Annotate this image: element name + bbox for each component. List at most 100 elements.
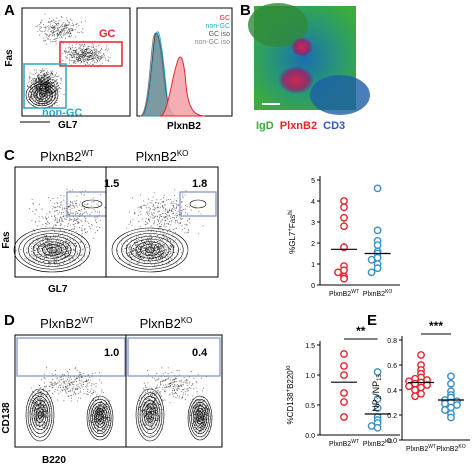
panel-d-contour-ko xyxy=(125,334,223,448)
data-point xyxy=(367,268,376,277)
legend-non-gc-iso: non-GC iso xyxy=(195,39,231,46)
data-point xyxy=(373,395,382,403)
y-tick-label: 0.5 xyxy=(305,403,315,410)
data-point xyxy=(340,274,348,283)
legend-gc: GC xyxy=(220,15,231,22)
legend-gc-iso: GC iso xyxy=(209,31,231,38)
data-point xyxy=(411,386,419,394)
significance-label: ** xyxy=(356,324,366,338)
panel-c-contour-ko xyxy=(105,166,219,278)
chart-c: 0 1 2 3 4 5 PlxnB2WT PlxnB2KO xyxy=(311,176,400,298)
data-point xyxy=(441,399,449,408)
chart-d: 0.0 0.5 1.0 1.5 PlxnB2WT PlxnB2KO ** xyxy=(305,324,400,448)
data-point xyxy=(373,226,382,235)
stain-plxnb2: PlxnB2 xyxy=(280,120,317,132)
panel-a-histogram xyxy=(136,7,233,117)
y-tick-label: 1.0 xyxy=(305,373,315,380)
panel-c-gate-value-wt: 1.5 xyxy=(104,178,119,190)
y-tick-label: 0.8 xyxy=(387,338,397,345)
panel-letter-e: E xyxy=(367,312,377,329)
panel-a-dotplot xyxy=(21,7,131,117)
panel-a-x-axis-label: GL7 xyxy=(58,120,78,131)
panel-c-scatter-ylabel: %GL7+Fashi xyxy=(288,210,297,254)
data-point xyxy=(373,241,382,250)
data-point xyxy=(340,203,348,212)
data-point xyxy=(447,379,455,388)
panel-d-gate-value-wt: 1.0 xyxy=(104,347,119,359)
y-tick-label: 2 xyxy=(311,241,315,248)
y-tick-label: 1 xyxy=(311,262,315,269)
data-point xyxy=(340,389,348,397)
histogram-x-label: PlxnB2 xyxy=(167,121,201,132)
panel-letter-d: D xyxy=(4,312,15,329)
data-point xyxy=(405,382,413,391)
panel-d-gate-ko xyxy=(127,337,221,377)
category-label: PlxnB2WT xyxy=(329,289,359,298)
data-point xyxy=(373,368,382,376)
data-point xyxy=(340,362,348,370)
data-point xyxy=(367,255,376,264)
panel-c-gate-ko xyxy=(179,191,217,217)
y-tick-label: 0.2 xyxy=(387,413,397,420)
histogram-legend: GC non-GC GC iso non-GC iso xyxy=(195,15,231,46)
y-tick-label: 0.0 xyxy=(305,433,315,440)
data-point xyxy=(340,197,348,205)
data-point xyxy=(373,423,382,432)
category-label: PlxnB2WT xyxy=(406,444,436,453)
stain-cd3: CD3 xyxy=(323,120,345,132)
panel-letter-a: A xyxy=(4,2,15,19)
category-label: PlxnB2WT xyxy=(329,439,359,448)
panel-e-scatter-ylabel: NP2/NP15 xyxy=(371,374,383,412)
data-point xyxy=(447,413,455,422)
panel-d-gate-value-ko: 0.4 xyxy=(192,347,208,359)
panel-d-x-axis-label: B220 xyxy=(42,455,66,466)
data-point xyxy=(340,398,348,406)
gate-gc-label: GC xyxy=(99,28,116,40)
non-gc-gate xyxy=(23,63,67,109)
panel-c-x-axis-label: GL7 xyxy=(48,284,68,295)
data-point xyxy=(340,371,348,379)
panel-d-title-ko: PlxnB2KO xyxy=(140,316,193,331)
panel-d-gate-wt xyxy=(16,337,126,377)
data-point xyxy=(340,222,348,231)
data-point xyxy=(417,351,425,359)
data-point xyxy=(411,392,419,401)
y-tick-label: 3 xyxy=(311,220,315,227)
panel-c-y-axis-label: Fas xyxy=(1,231,12,249)
panel-d-title-wt: PlxnB2WT xyxy=(40,316,94,331)
panel-c-gate-value-ko: 1.8 xyxy=(192,178,207,190)
category-label: PlxnB2KO xyxy=(436,444,466,453)
panel-d-scatter-ylabel: %CD138+B220lo xyxy=(286,365,295,425)
panel-a-y-axis-label: Fas xyxy=(4,49,15,67)
y-tick-label: 0.4 xyxy=(387,388,397,395)
chart-e: 0.0 0.2 0.4 0.6 0.8 PlxnB2WT PlxnB2KO *** xyxy=(387,319,470,453)
panel-b-micrograph xyxy=(248,3,370,115)
y-tick-label: 0 xyxy=(311,283,315,290)
data-point xyxy=(340,213,348,222)
category-label: PlxnB2KO xyxy=(363,289,393,298)
data-point xyxy=(334,268,342,277)
data-point xyxy=(340,350,348,358)
gc-gate xyxy=(59,41,123,67)
significance-label: *** xyxy=(429,319,443,333)
stain-igd: IgD xyxy=(256,120,274,132)
y-tick-label: 5 xyxy=(311,178,315,185)
category-label: PlxnB2KO xyxy=(363,439,393,448)
y-tick-label: 0.6 xyxy=(387,363,397,370)
data-point xyxy=(373,404,382,412)
data-point xyxy=(447,372,455,381)
panel-d-contour-wt xyxy=(14,334,128,448)
y-tick-label: 0.0 xyxy=(387,438,397,445)
y-tick-label: 1.5 xyxy=(305,343,315,350)
panel-letter-b: B xyxy=(240,2,251,19)
gate-non-gc-label: non-GC xyxy=(42,107,82,119)
data-point xyxy=(373,184,382,193)
panel-d-y-axis-label: CD138 xyxy=(1,402,12,434)
y-tick-label: 4 xyxy=(311,199,315,206)
stain-legend: IgD PlxnB2 CD3 xyxy=(256,120,345,132)
data-point xyxy=(441,406,449,414)
panel-c-title-ko: PlxnB2KO xyxy=(136,149,189,164)
panel-letter-c: C xyxy=(4,147,15,164)
data-point xyxy=(340,413,348,421)
panel-c-title-wt: PlxnB2WT xyxy=(40,149,94,164)
